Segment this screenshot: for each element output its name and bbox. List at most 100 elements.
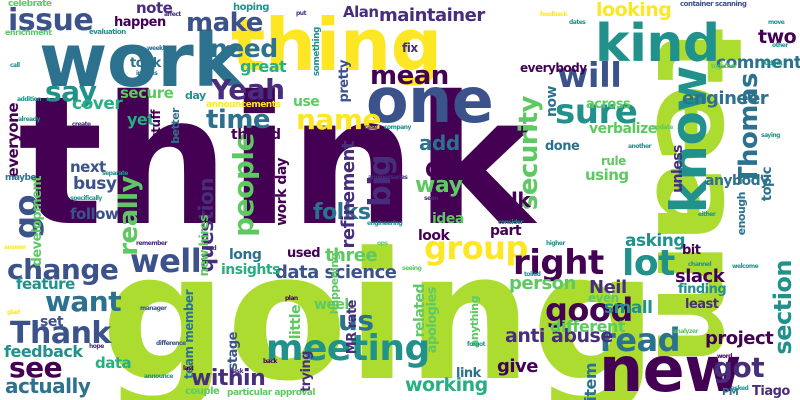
cloud-word-mr-rate: MR rate	[345, 300, 360, 355]
cloud-word-evaluation: evaluation	[89, 28, 126, 36]
cloud-word-used: used	[287, 246, 321, 261]
cloud-word-update: update	[652, 124, 673, 131]
cloud-word-took: took	[130, 56, 161, 71]
cloud-word-meeting: meeting	[266, 328, 430, 369]
cloud-word-thread: thread	[231, 127, 281, 143]
cloud-word-say: say	[45, 75, 97, 108]
cloud-word-note: note	[136, 0, 173, 17]
cloud-word-company: company	[384, 124, 411, 131]
cloud-word-looking: looking	[596, 0, 672, 21]
cloud-word-give: give	[497, 356, 539, 377]
cloud-word-cover: cover	[72, 94, 123, 114]
cloud-word-okay: Okay	[425, 158, 480, 182]
cloud-word-kind: kind	[595, 14, 720, 74]
cloud-word-anybody: anybody	[705, 173, 769, 189]
cloud-word-good: good	[545, 291, 633, 329]
cloud-word-enough: enough	[735, 192, 748, 236]
cloud-word-thank: Thank	[10, 316, 111, 351]
cloud-word-set: set	[40, 314, 64, 330]
cloud-word-consider: consider	[498, 219, 523, 226]
cloud-word-couple: couple	[185, 386, 220, 397]
cloud-word-work-day: work day	[274, 158, 290, 226]
cloud-word-other: other	[772, 42, 788, 49]
cloud-word-bit: bit	[682, 243, 701, 258]
cloud-word-people: people	[227, 133, 260, 237]
cloud-word-tolled: tolled	[524, 271, 541, 278]
cloud-word-glad: glad	[7, 309, 20, 316]
cloud-word-little: little	[288, 305, 304, 340]
cloud-word-ops: ops	[377, 240, 388, 247]
cloud-word-thing: thing	[231, 3, 442, 87]
cloud-word-want: want	[45, 285, 122, 318]
cloud-word-seen: seen	[424, 195, 438, 202]
cloud-word-asked: asked	[731, 385, 749, 392]
cloud-word-anti-abuse: anti abuse	[505, 325, 613, 347]
cloud-word-well: well	[130, 242, 202, 280]
cloud-word-something: something	[312, 27, 322, 77]
cloud-word-item: item	[581, 363, 600, 400]
cloud-word-small: small	[604, 298, 653, 318]
cloud-word-container-scanning: container scanning	[680, 0, 747, 8]
cloud-word-announcements: announcements	[206, 100, 281, 110]
cloud-word-idea: idea	[432, 211, 464, 227]
cloud-word-mean: mean	[370, 61, 449, 91]
cloud-word-celebrate: celebrate	[8, 0, 52, 9]
cloud-word-pm: PM	[722, 387, 739, 398]
cloud-word-happen: happen	[114, 15, 166, 30]
cloud-word-asking: asking	[625, 231, 686, 251]
cloud-word-time: time	[206, 105, 271, 135]
cloud-word-fix: fix	[402, 41, 418, 55]
cloud-word-add: add	[419, 131, 460, 155]
cloud-word-next: next	[70, 158, 106, 176]
cloud-word-yeah: Yeah	[211, 73, 285, 106]
cloud-word-separate: separate	[102, 170, 128, 177]
cloud-word-least: least	[685, 297, 719, 312]
cloud-word-insights: insights	[221, 262, 280, 278]
cloud-word-person: person	[509, 273, 576, 294]
cloud-word-addition: addition	[17, 96, 42, 103]
cloud-word-maintainer: maintainer	[379, 5, 485, 26]
cloud-word-will: will	[557, 56, 622, 96]
cloud-word-move: move	[768, 19, 785, 26]
cloud-word-topic: topic	[760, 167, 775, 202]
cloud-word-going: going	[101, 215, 658, 400]
cloud-word-new: new	[599, 333, 741, 400]
cloud-word-lot: lot	[622, 243, 675, 284]
cloud-word-answer: answer	[4, 244, 26, 251]
cloud-word-remember: remember	[136, 240, 167, 247]
cloud-word-refinement: refinement	[338, 141, 359, 249]
cloud-word-analyzer: analyzer	[673, 328, 698, 335]
cloud-word-need: need	[210, 34, 278, 63]
cloud-word-trying: trying	[299, 351, 314, 393]
cloud-word-neil: Neil	[589, 277, 627, 298]
cloud-word-dates: dates	[569, 19, 586, 26]
cloud-word-group: group	[424, 229, 528, 267]
cloud-word-anniversaries: anniversaries	[368, 174, 408, 181]
cloud-word-everyone: everyone	[4, 103, 22, 178]
cloud-word-feedback: feedback	[4, 342, 83, 361]
cloud-word-even: even	[588, 291, 619, 305]
cloud-word-affect: affect	[164, 11, 181, 18]
cloud-word-done: done	[545, 139, 580, 154]
cloud-word-part: part	[490, 223, 522, 239]
cloud-word-sure: sure	[555, 92, 638, 132]
cloud-word-another: another	[628, 143, 652, 150]
cloud-word-right: right	[513, 243, 604, 283]
cloud-word-welcome: welcome	[732, 263, 759, 270]
cloud-word-saying: saying	[761, 132, 780, 139]
cloud-word-hope: hope	[89, 343, 104, 350]
cloud-word-talk: talk	[489, 188, 531, 212]
cloud-word-see: see	[9, 351, 63, 384]
cloud-word-together: together	[711, 63, 737, 70]
cloud-word-secure: secure	[120, 84, 174, 102]
cloud-word-issue: issue	[8, 3, 94, 38]
cloud-word-link: link	[456, 366, 481, 381]
cloud-word-change: change	[7, 253, 119, 286]
cloud-word-got: got	[713, 351, 765, 384]
cloud-word-one: one	[366, 64, 494, 137]
cloud-word-back: back	[263, 358, 277, 365]
cloud-word-across: across	[586, 97, 631, 112]
cloud-word-different: different	[550, 317, 626, 336]
cloud-word-everybody: everybody	[520, 61, 587, 75]
cloud-word-development: development	[30, 176, 45, 267]
